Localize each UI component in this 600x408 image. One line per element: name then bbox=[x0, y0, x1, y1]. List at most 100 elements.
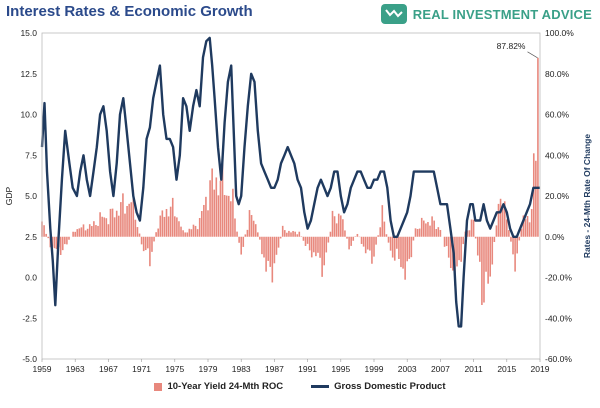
bar bbox=[203, 204, 205, 237]
bar bbox=[292, 230, 294, 237]
y2-tick-label: 40.0% bbox=[545, 150, 570, 160]
bar bbox=[86, 228, 89, 237]
bar bbox=[248, 210, 251, 237]
bar bbox=[389, 236, 392, 251]
bar bbox=[526, 216, 529, 237]
bar bbox=[91, 226, 93, 237]
bar bbox=[373, 236, 375, 257]
legend-item-line[interactable]: Gross Domestic Product bbox=[311, 381, 446, 392]
bar bbox=[209, 180, 211, 237]
bar bbox=[138, 233, 141, 237]
bar bbox=[47, 236, 50, 239]
bar bbox=[107, 224, 110, 237]
bar bbox=[144, 236, 147, 251]
bar bbox=[111, 208, 114, 237]
bar bbox=[167, 216, 170, 237]
bar bbox=[55, 236, 58, 249]
bar bbox=[66, 236, 68, 245]
bar bbox=[169, 206, 172, 237]
x-tick-label: 1995 bbox=[331, 364, 350, 374]
y2-tick-label: -40.0% bbox=[545, 313, 572, 323]
bar bbox=[76, 229, 79, 237]
chart-title: Interest Rates & Economic Growth bbox=[6, 3, 253, 20]
bar bbox=[281, 225, 284, 237]
bar bbox=[196, 229, 199, 237]
bar bbox=[410, 236, 413, 258]
x-tick-label: 2011 bbox=[464, 364, 483, 374]
bar bbox=[227, 195, 230, 237]
annotation-leader bbox=[527, 51, 538, 59]
y2-tick-label: 0.0% bbox=[545, 232, 565, 242]
bar bbox=[84, 230, 87, 237]
bar bbox=[414, 228, 417, 237]
bar bbox=[487, 236, 489, 284]
x-tick-label: 1983 bbox=[232, 364, 251, 374]
bar bbox=[53, 236, 56, 249]
bar bbox=[252, 220, 255, 237]
bar bbox=[186, 232, 189, 237]
y-tick-label: 10.0 bbox=[20, 110, 37, 120]
bar bbox=[396, 236, 398, 249]
bar bbox=[279, 236, 282, 239]
x-tick-label: 1999 bbox=[365, 364, 384, 374]
bar bbox=[352, 236, 355, 241]
legend-label-line: Gross Domestic Product bbox=[334, 381, 446, 392]
bar bbox=[379, 227, 382, 237]
bar bbox=[503, 201, 506, 237]
y-axis-title: GDP bbox=[4, 186, 14, 205]
bar bbox=[385, 234, 388, 237]
bar bbox=[364, 236, 367, 254]
bar bbox=[97, 225, 99, 237]
legend-item-bars[interactable]: 10-Year Yield 24-Mth ROC bbox=[154, 381, 283, 392]
bar bbox=[476, 236, 479, 256]
bar bbox=[331, 210, 334, 237]
bar bbox=[265, 236, 267, 272]
bar bbox=[383, 221, 386, 237]
y2-tick-label: 80.0% bbox=[545, 69, 570, 79]
bar bbox=[437, 227, 440, 237]
bar bbox=[105, 218, 108, 237]
legend-swatch-bars bbox=[154, 382, 163, 391]
bar bbox=[447, 236, 450, 258]
y-tick-label: -5.0 bbox=[22, 354, 37, 364]
bar bbox=[375, 236, 377, 245]
bar bbox=[449, 236, 452, 269]
bar bbox=[323, 236, 325, 266]
bar bbox=[443, 236, 446, 247]
y2-tick-label: 20.0% bbox=[545, 191, 570, 201]
bar bbox=[188, 228, 191, 237]
bar bbox=[198, 217, 201, 237]
bar bbox=[45, 233, 47, 237]
bar bbox=[506, 219, 508, 237]
bar bbox=[333, 216, 336, 237]
bar bbox=[406, 236, 408, 262]
x-tick-label: 2015 bbox=[497, 364, 516, 374]
y2-tick-label: 100.0% bbox=[545, 28, 574, 38]
y-tick-label: 2.5 bbox=[25, 232, 37, 242]
bar bbox=[319, 236, 321, 258]
bar bbox=[491, 236, 494, 265]
bar bbox=[508, 230, 510, 237]
bar bbox=[474, 236, 477, 239]
bar bbox=[178, 221, 180, 237]
bar bbox=[495, 225, 498, 237]
bar bbox=[462, 236, 465, 245]
bar bbox=[176, 217, 178, 237]
bar bbox=[304, 236, 307, 246]
bar bbox=[472, 219, 475, 237]
x-tick-label: 2007 bbox=[431, 364, 450, 374]
x-tick-label: 1987 bbox=[265, 364, 284, 374]
bar bbox=[423, 220, 425, 237]
bar bbox=[360, 236, 363, 244]
x-tick-label: 1967 bbox=[99, 364, 118, 374]
bar bbox=[78, 228, 81, 237]
bar bbox=[362, 236, 365, 247]
bar bbox=[418, 228, 421, 237]
bar bbox=[346, 236, 348, 239]
bar bbox=[238, 236, 240, 243]
bar bbox=[431, 216, 433, 237]
bar bbox=[153, 236, 155, 242]
bar bbox=[207, 210, 209, 237]
bar bbox=[64, 236, 66, 245]
bar bbox=[246, 229, 249, 237]
